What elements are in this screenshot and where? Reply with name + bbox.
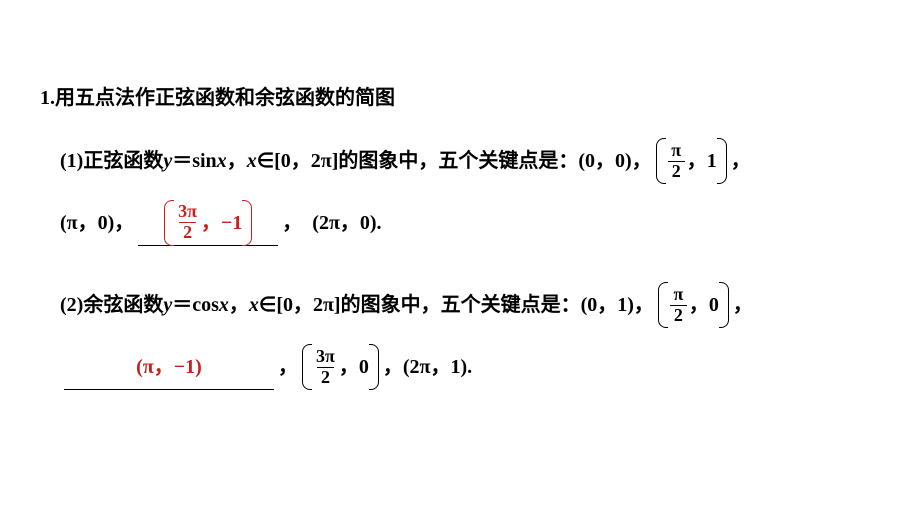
- cosine-eq: ＝: [172, 287, 192, 323]
- sine-x2: x: [247, 143, 257, 179]
- sine-x1: x: [217, 143, 227, 179]
- lparen-icon: [654, 282, 668, 328]
- sine-line-1: (1)正弦函数 y ＝ sin x ， x ∈[0，2π]的图象中，五个关键点是…: [40, 136, 880, 186]
- cosine-p4-num: 3π: [314, 347, 337, 367]
- lparen-icon: [160, 200, 174, 246]
- cosine-x1: x: [219, 287, 229, 323]
- sine-func: sin: [192, 143, 216, 179]
- cosine-p4-y: 0: [359, 349, 369, 385]
- rparen-icon: [717, 138, 731, 184]
- cosine-answer: (π，−1): [136, 349, 202, 385]
- sine-ans-sep: ，: [201, 205, 221, 241]
- cosine-interval: ∈[0，2π]的图象中，五个关键点是：(0，1)，: [259, 287, 654, 323]
- cosine-p2-frac: π 2: [668, 285, 689, 326]
- cosine-after-p2: ，: [733, 287, 753, 323]
- cosine-y: y: [163, 287, 172, 323]
- sine-p2-y: 1: [707, 143, 717, 179]
- sine-p2-num: π: [669, 141, 683, 161]
- cosine-p2-den: 2: [670, 305, 687, 326]
- cosine-after-p4: ，(2π，1).: [383, 349, 472, 385]
- cosine-p2-y: 0: [709, 287, 719, 323]
- sine-ans-num: 3π: [176, 202, 199, 222]
- sine-p2-frac: π 2: [666, 141, 687, 182]
- lparen-icon: [652, 138, 666, 184]
- cosine-func: cos: [192, 287, 219, 323]
- cosine-p4-den: 2: [317, 367, 334, 388]
- sine-line-2: (π，0)， 3π 2 ， −1 ， (2π，0).: [40, 198, 880, 248]
- sine-ans-den: 2: [179, 222, 196, 243]
- sine-comma1: ，: [227, 143, 247, 179]
- cosine-prefix: (2)余弦函数: [60, 287, 163, 323]
- cosine-p2-sep: ，: [689, 287, 709, 323]
- cosine-comma1: ，: [229, 287, 249, 323]
- sine-interval: ∈[0，2π]的图象中，五个关键点是：(0，0)，: [257, 143, 652, 179]
- cosine-p4-frac: 3π 2: [312, 347, 339, 388]
- section-heading: 1.用五点法作正弦函数和余弦函数的简图: [40, 80, 880, 116]
- sine-y: y: [163, 143, 172, 179]
- cosine-answer-blank: (π，−1): [64, 344, 274, 390]
- sine-p2-den: 2: [668, 161, 685, 182]
- sine-ans-y: −1: [221, 205, 242, 241]
- cosine-line-2: (π，−1) ， 3π 2 ， 0 ，(2π，1).: [40, 342, 880, 392]
- sine-prefix: (1)正弦函数: [60, 143, 163, 179]
- sine-ans-frac: 3π 2: [174, 202, 201, 243]
- sine-p3: (π，0)，: [60, 205, 134, 241]
- sine-after-p2: ，: [731, 143, 751, 179]
- cosine-after-blank: ，: [278, 349, 298, 385]
- rparen-icon: [242, 200, 256, 246]
- cosine-p2-num: π: [671, 285, 685, 305]
- spacer: [40, 260, 880, 280]
- cosine-p4-sep: ，: [339, 349, 359, 385]
- sine-answer-blank: 3π 2 ， −1: [138, 200, 278, 246]
- rparen-icon: [719, 282, 733, 328]
- cosine-x2: x: [249, 287, 259, 323]
- sine-eq: ＝: [172, 143, 192, 179]
- rparen-icon: [369, 344, 383, 390]
- sine-p2-sep: ，: [687, 143, 707, 179]
- sine-after-blank: ， (2π，0).: [282, 205, 381, 241]
- cosine-line-1: (2)余弦函数 y ＝ cos x ， x ∈[0，2π]的图象中，五个关键点是…: [40, 280, 880, 330]
- lparen-icon: [298, 344, 312, 390]
